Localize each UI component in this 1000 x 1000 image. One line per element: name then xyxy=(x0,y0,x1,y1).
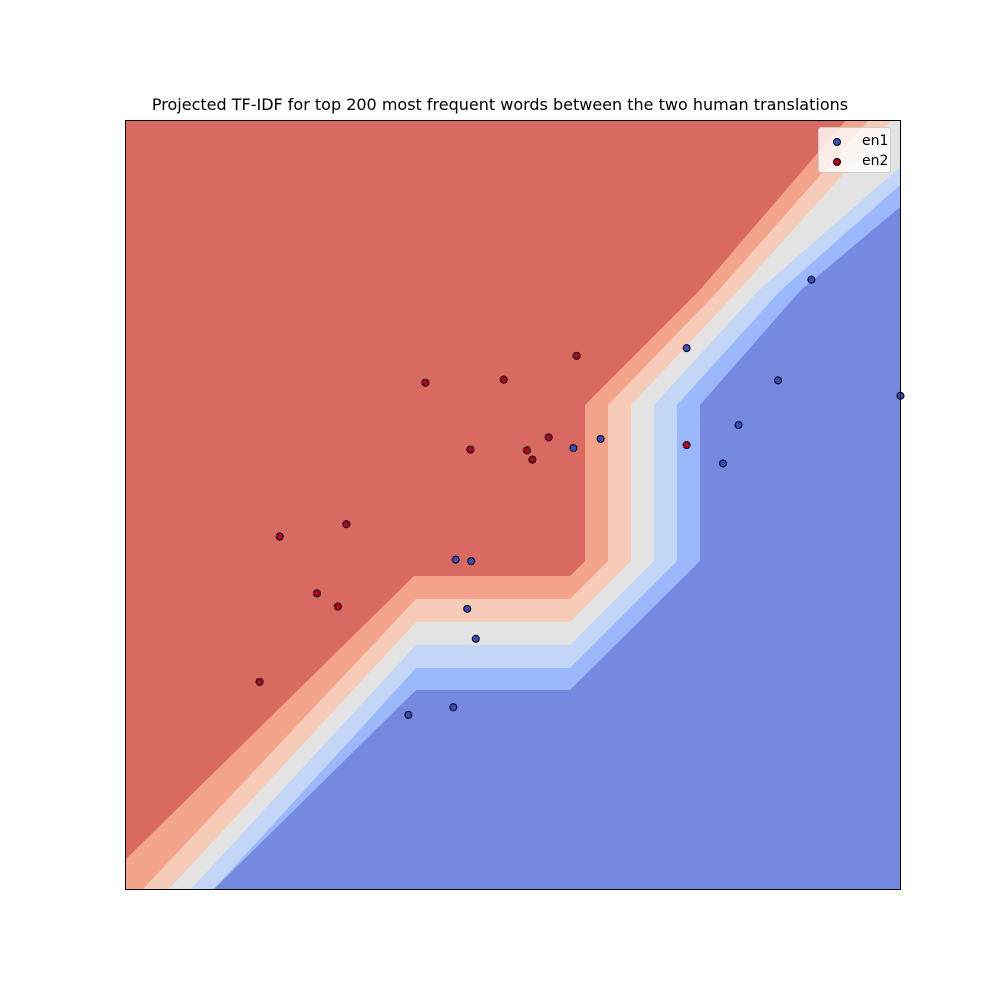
point-en2-8 xyxy=(342,520,351,529)
point-en2-6 xyxy=(528,455,537,464)
point-en1-11 xyxy=(471,634,480,643)
point-en1-8 xyxy=(451,555,460,564)
chart-title: Projected TF-IDF for top 200 most freque… xyxy=(151,95,849,114)
point-en1-4 xyxy=(734,421,743,430)
legend-marker-en2 xyxy=(833,158,841,166)
point-en2-2 xyxy=(421,378,430,387)
point-en1-9 xyxy=(467,557,476,566)
point-en2-12 xyxy=(255,677,264,686)
data-points xyxy=(255,275,905,719)
point-en2-3 xyxy=(544,433,553,442)
point-en1-1 xyxy=(682,344,691,353)
axes-frame xyxy=(125,120,901,890)
point-en1-0 xyxy=(807,275,816,284)
point-en2-10 xyxy=(312,589,321,598)
legend-item-en1: en1 xyxy=(819,131,892,151)
legend: en1 en2 xyxy=(818,127,891,173)
point-en2-4 xyxy=(466,445,475,454)
legend-label-en1: en1 xyxy=(862,133,889,149)
point-en2-7 xyxy=(682,441,691,450)
region-band-0 xyxy=(214,207,900,889)
point-en2-9 xyxy=(275,532,284,541)
point-en1-7 xyxy=(719,459,728,468)
point-en1-6 xyxy=(569,444,578,453)
legend-item-en2: en2 xyxy=(819,151,892,171)
decision-regions xyxy=(125,120,901,890)
point-en2-1 xyxy=(499,375,508,384)
point-en2-11 xyxy=(333,602,342,611)
point-en1-10 xyxy=(463,604,472,613)
point-en1-13 xyxy=(404,710,413,719)
point-en2-5 xyxy=(522,446,531,455)
point-en1-5 xyxy=(596,434,605,443)
point-en2-0 xyxy=(572,351,581,360)
legend-marker-en1 xyxy=(833,138,841,146)
point-en1-2 xyxy=(774,376,783,385)
legend-label-en2: en2 xyxy=(862,153,889,169)
point-en1-12 xyxy=(449,703,458,712)
